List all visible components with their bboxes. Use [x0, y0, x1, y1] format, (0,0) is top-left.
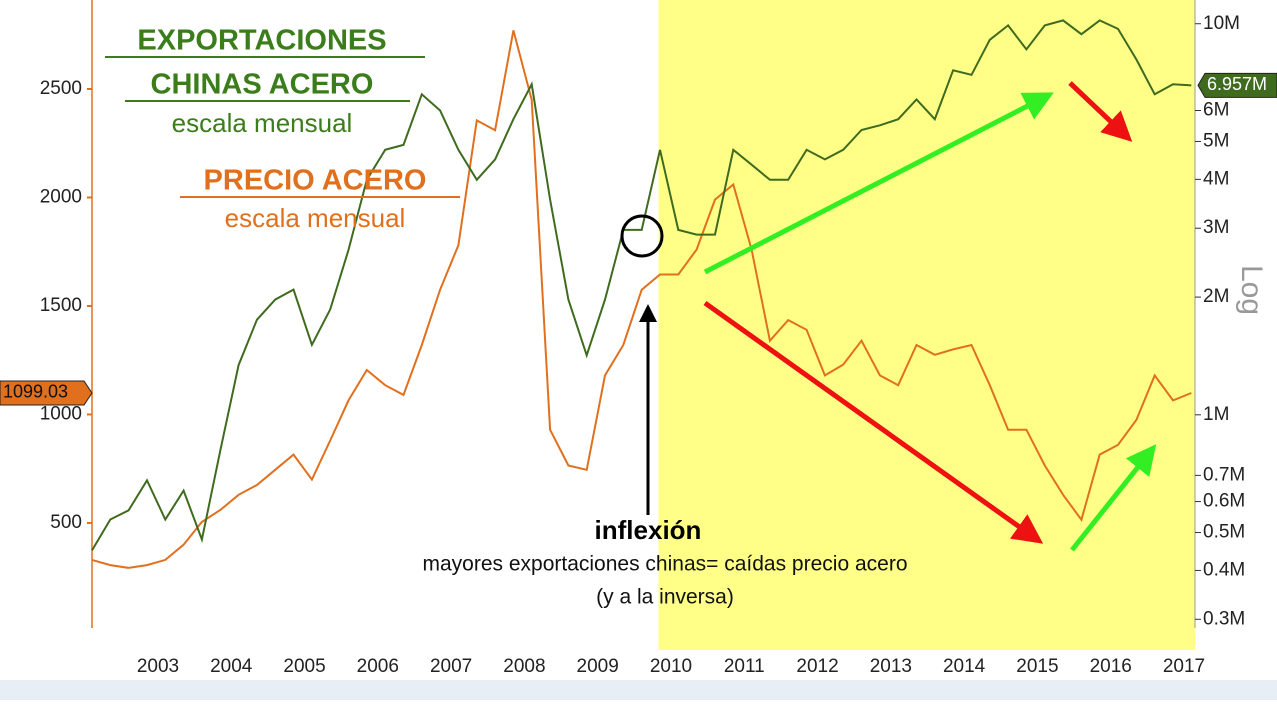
y-tick-label: 500 — [50, 512, 82, 533]
y2-tick-label: 3M — [1203, 217, 1229, 238]
annotation: CHINAS ACERO — [151, 69, 374, 101]
arrow — [1068, 81, 1133, 142]
series-line — [91, 30, 1192, 569]
y2-tick-label: 1M — [1203, 404, 1229, 425]
x-tick-label: 2005 — [283, 656, 325, 677]
y2-tick-label: 0.3M — [1203, 608, 1245, 629]
y2-axis-label: Log — [1235, 265, 1268, 315]
y2-tick-label: 0.4M — [1203, 559, 1245, 580]
annotation: escala mensual — [225, 203, 406, 233]
x-tick-label: 2006 — [357, 656, 399, 677]
series-line — [91, 19, 1192, 551]
x-tick-label: 2004 — [210, 656, 253, 677]
y2-tick-label: 6M — [1203, 100, 1229, 121]
decorations — [105, 56, 1157, 552]
y2-tick-label: 5M — [1203, 130, 1229, 151]
x-tick-label: 2015 — [1016, 656, 1058, 677]
y-tick-label: 2500 — [40, 78, 82, 99]
y2-tick-label: 2M — [1203, 286, 1229, 307]
annotation: escala mensual — [172, 108, 353, 138]
annotation: mayores exportaciones chinas= caídas pre… — [422, 553, 907, 576]
y2-tick-label: 10M — [1203, 13, 1240, 34]
arrow — [703, 92, 1054, 275]
annotation: EXPORTACIONES — [137, 25, 386, 57]
current-value-label: 6.957M — [1207, 74, 1267, 94]
annotation: (y a la inversa) — [596, 586, 734, 609]
y-tick-label: 1000 — [40, 403, 82, 424]
x-tick-label: 2009 — [577, 656, 619, 677]
x-tick-label: 2003 — [137, 656, 179, 677]
shade-region — [658, 0, 1195, 650]
y2-tick-label: 0.6M — [1203, 491, 1245, 512]
x-tick-label: 2016 — [1090, 656, 1132, 677]
arrow — [1070, 444, 1157, 552]
arrow — [703, 300, 1044, 544]
circle — [620, 214, 664, 258]
x-tick-label: 2011 — [724, 656, 765, 677]
x-tick-label: 2014 — [943, 656, 986, 677]
y2-tick-label: 4M — [1203, 168, 1229, 189]
y-tick-label: 2000 — [40, 186, 82, 207]
y2-tick-label: 0.5M — [1203, 522, 1245, 543]
x-tick-label: 2013 — [870, 656, 912, 677]
x-tick-label: 2017 — [1163, 656, 1205, 677]
annotation: inflexión — [595, 515, 702, 545]
current-value-box — [0, 380, 93, 406]
current-value-box — [1197, 72, 1277, 98]
x-tick-label: 2008 — [503, 656, 545, 677]
y2-tick-label: 0.7M — [1203, 464, 1245, 485]
footer-band — [0, 680, 1277, 700]
x-tick-label: 2012 — [796, 656, 838, 677]
x-tick-label: 2010 — [650, 656, 692, 677]
current-value-label: 1099.03 — [3, 382, 68, 402]
annotation: PRECIO ACERO — [204, 165, 427, 197]
y-tick-label: 1500 — [40, 295, 82, 316]
x-tick-label: 2007 — [430, 656, 472, 677]
